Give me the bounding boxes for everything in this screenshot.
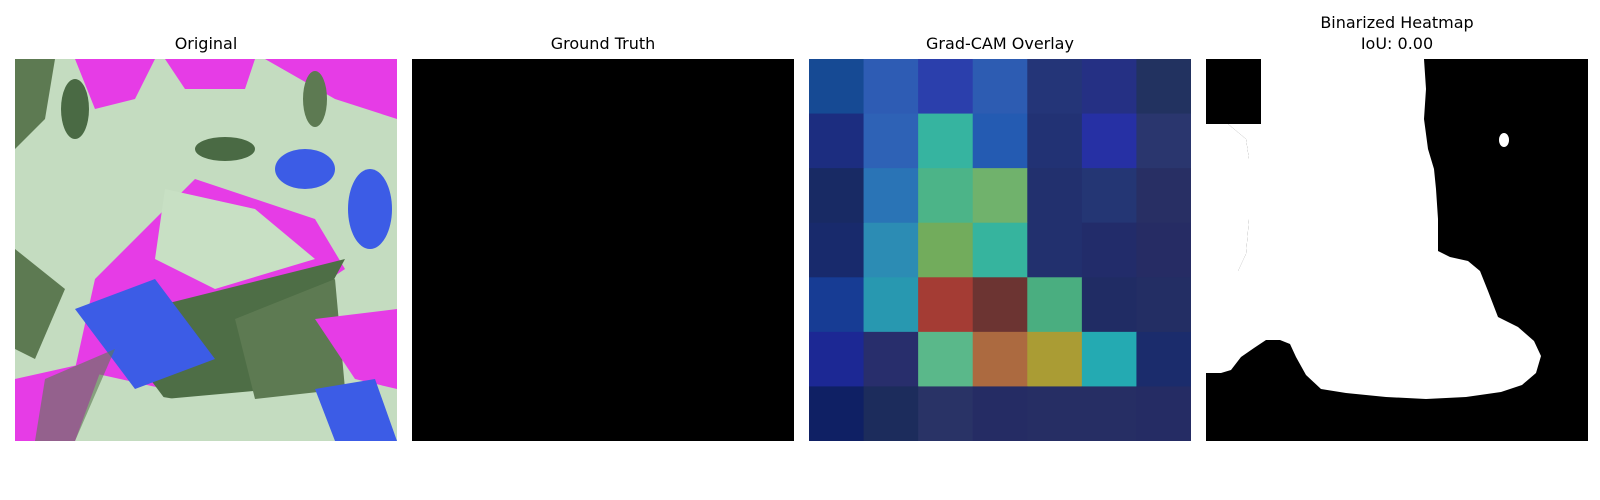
gradcam-cell (972, 222, 1028, 278)
gradcam-cell (1081, 59, 1138, 115)
gradcam-panel: Grad-CAM Overlay (809, 0, 1191, 500)
gradcam-cell (809, 331, 865, 388)
gradcam-cell (972, 277, 1028, 333)
gradcam-cell (809, 277, 865, 333)
gradcam-cell (918, 222, 974, 278)
gradcam-cell (863, 113, 919, 169)
gradcam-cell (972, 59, 1028, 115)
gradcam-cell (1027, 331, 1083, 388)
gradcam-cell (918, 331, 974, 388)
gradcam-cell (972, 168, 1028, 224)
binarized-heatmap-image (1206, 59, 1588, 441)
gradcam-cell (972, 386, 1028, 441)
gradcam-cell (1081, 331, 1138, 388)
gradcam-cell (1136, 113, 1191, 169)
gradcam-cell (809, 386, 865, 441)
gradcam-cell (863, 168, 919, 224)
gradcam-cell (1081, 222, 1138, 278)
gradcam-cell (972, 113, 1028, 169)
binarized-title: Binarized Heatmap (1320, 13, 1474, 32)
gradcam-cell (863, 59, 919, 115)
gradcam-cell (863, 277, 919, 333)
gradcam-cell (1027, 277, 1083, 333)
gradcam-cell (863, 331, 919, 388)
gradcam-cell (1081, 277, 1138, 333)
gradcam-cell (1027, 113, 1083, 169)
gradcam-cell (1027, 222, 1083, 278)
iou-subtitle: IoU: 0.00 (1360, 34, 1434, 53)
gradcam-cell (809, 168, 865, 224)
gradcam-cell (1136, 222, 1191, 278)
original-panel: Original (15, 0, 397, 500)
gradcam-cell (1027, 168, 1083, 224)
gradcam-cell (863, 386, 919, 441)
gradcam-cell (809, 59, 865, 115)
ground-truth-panel: Ground Truth (412, 0, 794, 500)
gradcam-cell (1081, 168, 1138, 224)
gradcam-cell (918, 59, 974, 115)
gradcam-cell (1136, 386, 1191, 441)
gradcam-title: Grad-CAM Overlay (926, 34, 1074, 53)
gradcam-cell (809, 113, 865, 169)
binarized-panel: Binarized Heatmap IoU: 0.00 (1206, 0, 1588, 500)
gradcam-cell (918, 168, 974, 224)
ground-truth-image (412, 59, 794, 441)
gradcam-cell (1136, 59, 1191, 115)
gradcam-cell (863, 222, 919, 278)
gradcam-cell (1027, 386, 1083, 441)
gradcam-cell (1081, 386, 1138, 441)
original-image (15, 59, 397, 441)
gradcam-cell (1081, 113, 1138, 169)
ground-truth-title: Ground Truth (550, 34, 656, 53)
gradcam-cell (972, 331, 1028, 388)
gradcam-cell (1027, 59, 1083, 115)
gradcam-cell (809, 222, 865, 278)
gradcam-cell (918, 277, 974, 333)
original-title: Original (174, 34, 238, 53)
gradcam-overlay-image (809, 59, 1191, 441)
gradcam-cell (1136, 277, 1191, 333)
gradcam-cell (918, 113, 974, 169)
gradcam-cell (1136, 331, 1191, 388)
gradcam-cell (1136, 168, 1191, 224)
gradcam-cell (918, 386, 974, 441)
